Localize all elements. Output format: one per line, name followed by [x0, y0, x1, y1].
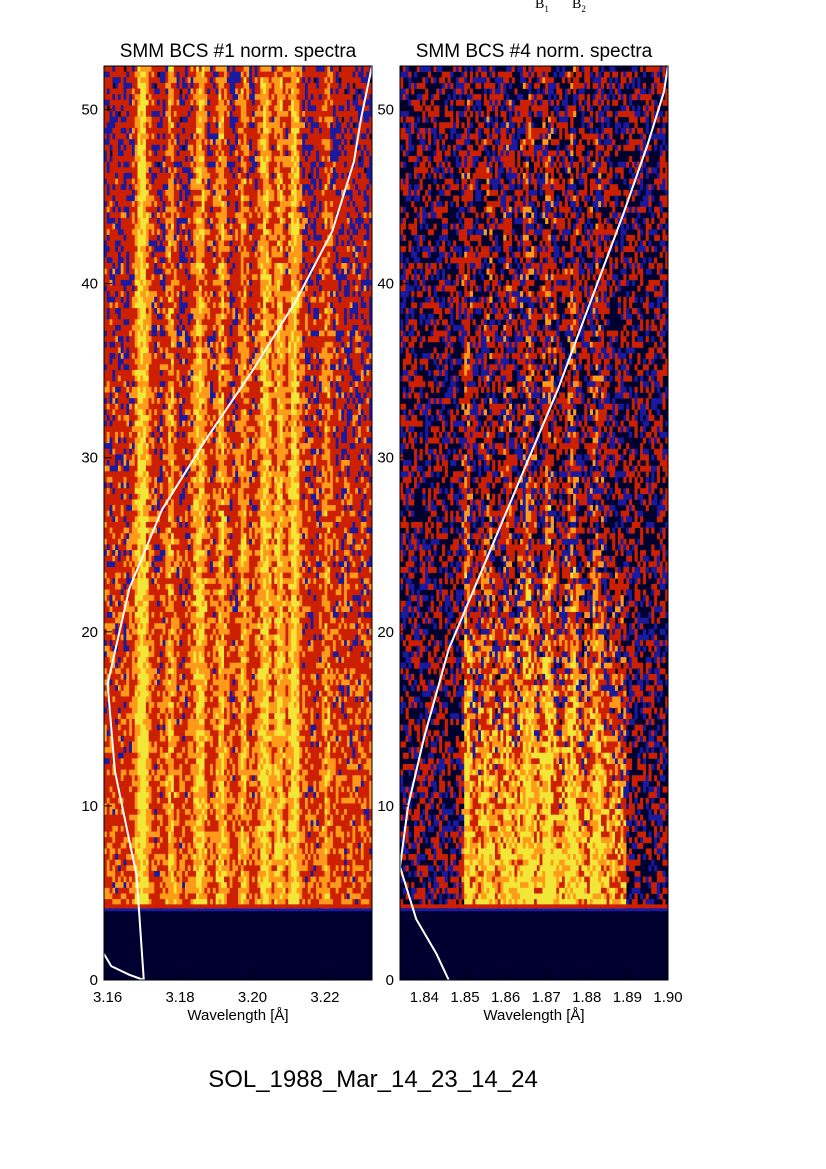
y-tick-label: 20 [81, 624, 98, 641]
x-axis-label-bcs4: Wavelength [Å] [483, 1007, 584, 1024]
heatmap-bcs1 [104, 66, 373, 980]
header-label-b2: B2 [572, 0, 586, 14]
panel-title-bcs4: SMM BCS #4 norm. spectra [416, 41, 653, 62]
y-tick-label: 10 [377, 798, 394, 815]
x-tick-label: 1.89 [613, 989, 642, 1006]
heatmap-bcs4 [400, 66, 669, 980]
panel-bcs1: SMM BCS #1 norm. spectra 3.16 3.18 3.20 3.2… [81, 41, 373, 1024]
x-axis-bcs1: 3.16 3.18 3.20 3.22 [93, 972, 340, 1006]
x-axis-bcs4: 1.84 1.85 1.86 1.87 1.88 1.89 1.90 [410, 972, 683, 1006]
y-tick-label: 40 [377, 276, 394, 293]
x-tick-label: 3.16 [93, 989, 122, 1006]
plot-frame-bcs1 [103, 65, 373, 981]
x-tick-label: 1.87 [532, 989, 561, 1006]
overlay-curve-bcs1 [103, 65, 373, 982]
plot-frame-bcs4 [399, 65, 669, 981]
panel-title-bcs1: SMM BCS #1 norm. spectra [120, 41, 357, 62]
y-tick-label: 50 [377, 102, 394, 119]
panel-bcs4: SMM BCS #4 norm. spectra 1.84 1.85 1.86 1.8… [377, 41, 682, 1024]
y-tick-label: 10 [81, 798, 98, 815]
x-tick-label: 3.18 [165, 989, 194, 1006]
figure-title: SOL_1988_Mar_14_23_14_24 [0, 1066, 746, 1094]
x-axis-label-bcs1: Wavelength [Å] [187, 1007, 288, 1024]
y-tick-label: 50 [81, 102, 98, 119]
header-label-b1: B1 [535, 0, 549, 14]
x-tick-label: 1.88 [572, 989, 601, 1006]
y-axis-bcs1: 0 10 20 30 40 50 [81, 102, 112, 989]
y-tick-label: 0 [90, 972, 98, 989]
x-tick-label: 1.86 [491, 989, 520, 1006]
x-tick-label: 3.20 [238, 989, 267, 1006]
overlay-curve-line [398, 65, 669, 981]
y-tick-label: 30 [377, 450, 394, 467]
y-tick-label: 40 [81, 276, 98, 293]
x-tick-label: 1.90 [653, 989, 682, 1006]
overlay-curve-line [103, 65, 373, 982]
header-labels: B1 B2 [535, 0, 586, 14]
overlay-curve-bcs4 [398, 65, 669, 981]
y-tick-label: 0 [386, 972, 394, 989]
x-tick-label: 3.22 [310, 989, 339, 1006]
y-axis-bcs4: 0 10 20 30 40 50 [377, 102, 408, 989]
y-tick-label: 20 [377, 624, 394, 641]
x-tick-label: 1.85 [450, 989, 479, 1006]
y-tick-label: 30 [81, 450, 98, 467]
x-tick-label: 1.84 [410, 989, 439, 1006]
